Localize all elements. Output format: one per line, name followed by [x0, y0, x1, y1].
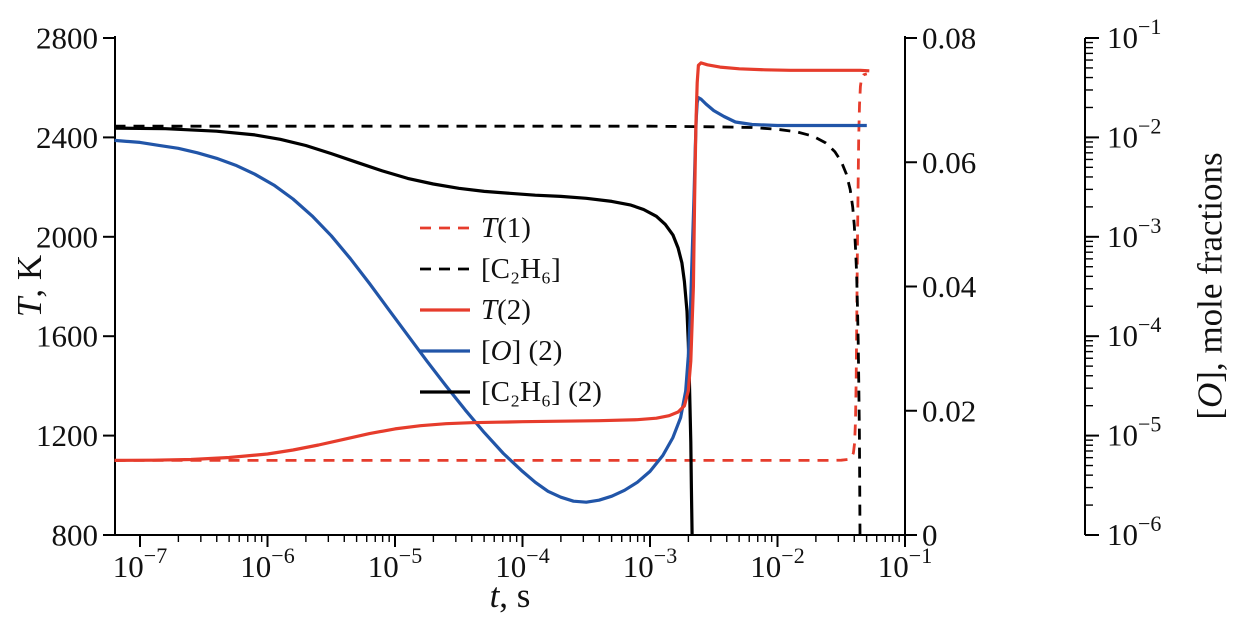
right-tick-label: 0.02 — [922, 393, 976, 428]
series-C2H6_1 — [114, 124, 862, 536]
right-log-tick-label: 10−1 — [1107, 14, 1161, 55]
exponent: −3 — [654, 543, 677, 568]
legend-item-O2: [O] (2) — [420, 335, 562, 367]
O2-curve — [114, 96, 867, 504]
right-log-tick-label: 10−5 — [1107, 412, 1161, 453]
exponent: −2 — [1138, 113, 1161, 138]
series-T2 — [114, 61, 870, 462]
legend-label-part: ] (2) — [512, 335, 563, 367]
exponent: −5 — [399, 543, 422, 568]
right-log-title-rest: ], mole fractions — [1191, 152, 1230, 383]
exponent: −5 — [1138, 412, 1161, 437]
right-log-title-pre: [ — [1191, 407, 1230, 420]
exponent: −4 — [1138, 312, 1161, 337]
right-log-tick-label: 10−2 — [1107, 113, 1161, 154]
legend-label-part: T — [481, 212, 499, 244]
legend-label-T2: T(2) — [481, 294, 531, 326]
C2H6_1-curve — [114, 124, 862, 536]
legend-item-C2H6_2: [C₂H₆] (2) — [420, 376, 602, 408]
exponent: −3 — [1138, 213, 1161, 238]
T2-curve — [114, 61, 870, 462]
left-axis-title-italic: T — [10, 297, 49, 318]
exponent: −1 — [1138, 14, 1161, 39]
left-tick-label: 1200 — [36, 418, 98, 453]
exponent: −6 — [271, 543, 294, 568]
x-axis-title-italic: t — [489, 576, 500, 615]
legend-item-T2: T(2) — [420, 294, 531, 326]
right-tick-label: 0.06 — [922, 145, 976, 180]
left-tick-label: 2800 — [36, 21, 98, 56]
exponent: −2 — [781, 543, 804, 568]
exponent: −7 — [144, 543, 167, 568]
right-tick-label: 0.04 — [922, 269, 977, 304]
legend-label-O2: [O] (2) — [481, 335, 562, 367]
legend-label-part: O — [491, 335, 512, 367]
T1-curve — [114, 72, 868, 462]
legend-label-part: T — [481, 294, 499, 326]
x-axis-title: t, s — [115, 576, 905, 616]
right-log-title-italic: O — [1191, 382, 1230, 408]
exponent: −6 — [1138, 511, 1161, 536]
x-axis-title-rest: , s — [499, 576, 531, 615]
right-y-axis: 0 0.02 0.04 0.06 0.08 — [904, 21, 977, 553]
legend-item-C2H6_1: [C₂H₆] — [420, 253, 561, 285]
left-axis-title-rest: , K — [10, 254, 49, 298]
legend-item-T1: T(1) — [420, 212, 531, 244]
C2H6_2-curve — [114, 126, 694, 536]
left-tick-label: 2000 — [36, 219, 98, 254]
left-y-axis-title: T, K — [6, 0, 54, 572]
right-tick-label: 0 — [922, 518, 938, 553]
legend-label-part: [C₂H₆] — [481, 253, 561, 285]
exponent: −1 — [909, 543, 932, 568]
legend-label-C2H6_1: [C₂H₆] — [481, 253, 561, 285]
series-T1 — [114, 72, 868, 462]
right-log-axis: 10−1 10−2 10−3 10−4 10−5 10−6 — [1084, 14, 1161, 552]
left-tick-label: 1600 — [36, 319, 98, 354]
legend-label-part: [C₂H₆] (2) — [481, 376, 602, 408]
left-y-axis: 800 1200 1600 2000 2400 2800 — [36, 21, 116, 553]
left-tick-label: 2400 — [36, 120, 98, 155]
legend-label-part: (2) — [497, 294, 531, 326]
right-tick-label: 0.08 — [922, 21, 976, 56]
left-tick-label: 800 — [52, 518, 99, 553]
legend-label-T1: T(1) — [481, 212, 531, 244]
x-tick-label: 10−7 — [113, 543, 167, 584]
right-log-tick-label: 10−4 — [1107, 312, 1161, 353]
right-log-axis-title: [O], mole fractions — [1186, 0, 1236, 572]
right-log-tick-label: 10−3 — [1107, 213, 1161, 254]
legend-label-part: (1) — [497, 212, 531, 244]
x-tick-label: 10−6 — [240, 543, 294, 584]
legend: T(1)[C₂H₆]T(2)[O] (2)[C₂H₆] (2) — [420, 212, 602, 408]
legend-label-part: [ — [481, 335, 491, 367]
legend-label-C2H6_2: [C₂H₆] (2) — [481, 376, 602, 408]
series-C2H6_2 — [114, 126, 694, 536]
exponent: −4 — [526, 543, 549, 568]
series-O2 — [114, 96, 867, 504]
right-log-tick-label: 10−6 — [1107, 511, 1161, 552]
